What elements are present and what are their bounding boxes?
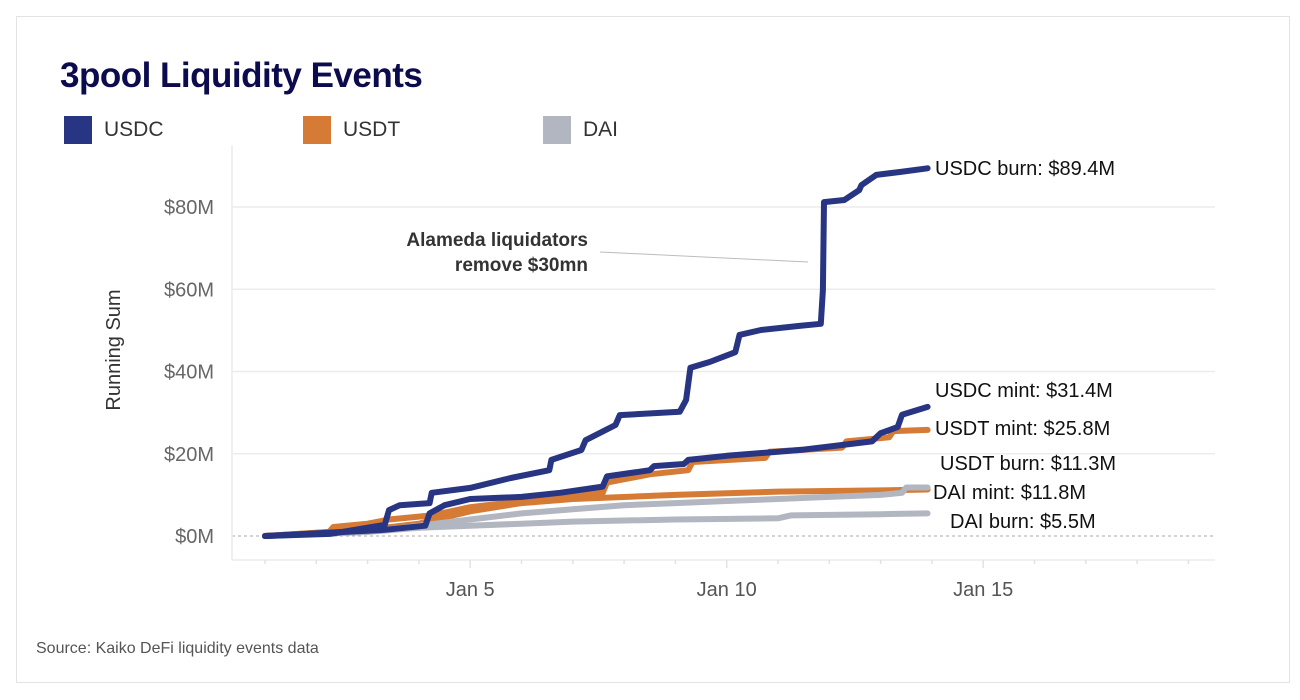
legend-swatch [64,116,92,144]
legend-swatch [303,116,331,144]
legend-label: USDT [343,118,401,141]
series-line-usdc-mint [262,403,931,539]
annotation-leader-line [599,251,809,263]
source-note: Source: Kaiko DeFi liquidity events data [36,640,319,657]
annotation-line1: Alameda liquidators [406,230,588,251]
end-label: USDT mint: $25.8M [935,418,1110,440]
x-tick-label: Jan 10 [697,579,757,601]
y-tick-label: $0M [175,526,214,548]
legend-label: DAI [583,118,619,141]
y-tick-label: $60M [164,279,214,301]
end-label: USDC burn: $89.4M [935,158,1115,180]
end-label: DAI burn: $5.5M [950,511,1096,533]
legend-item-usdc: USDC [64,116,164,144]
end-label: USDT burn: $11.3M [940,453,1116,475]
series-line-dai-mint [262,484,931,539]
y-axis-label: Running Sum [103,289,125,410]
legend-swatch [543,116,571,144]
legend-label: USDC [104,118,164,141]
chart-title: 3pool Liquidity Events [60,56,423,95]
y-tick-label: $80M [164,197,214,219]
y-tick-label: $40M [164,362,214,384]
series-line-usdc-burn [262,165,931,539]
end-label: DAI mint: $11.8M [933,482,1086,504]
x-tick-label: Jan 5 [446,579,495,601]
x-tick-label: Jan 15 [953,579,1013,601]
end-label: USDC mint: $31.4M [935,380,1113,402]
y-tick-label: $20M [164,444,214,466]
annotation-line2: remove $30mn [455,255,588,276]
chart-card [16,16,1290,683]
legend-item-usdt: USDT [303,116,400,144]
legend-item-dai: DAI [543,116,618,144]
